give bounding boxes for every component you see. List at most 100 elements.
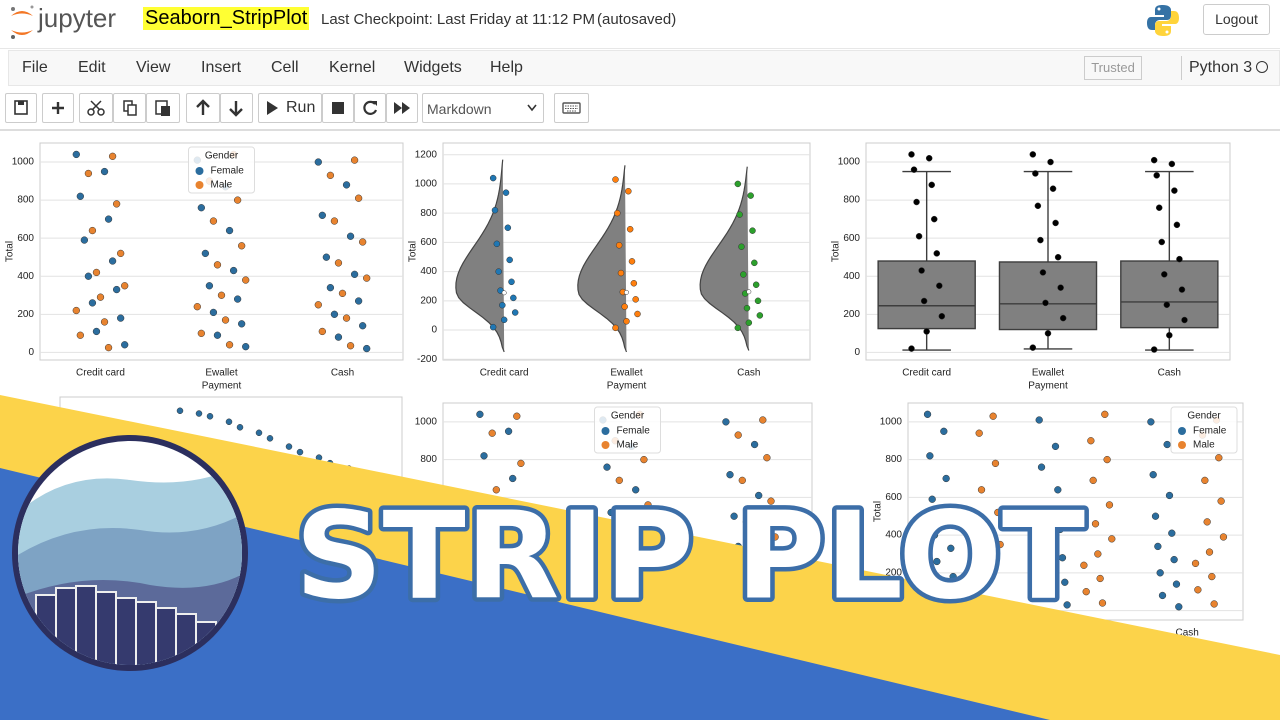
save-button[interactable]	[5, 93, 37, 123]
command-palette-button[interactable]	[554, 93, 589, 123]
run-button[interactable]: Run	[258, 93, 322, 123]
data-point	[913, 198, 920, 206]
data-point	[1091, 520, 1100, 528]
data-point	[121, 341, 129, 349]
legend-title: Gender	[205, 151, 239, 162]
legend-label: Female	[617, 426, 651, 437]
chart: 0 200 400 600 800 1000 Credit card Ewallet Cash P…	[5, 142, 404, 392]
data-point	[500, 316, 508, 324]
y-tick-label: 200	[843, 309, 860, 320]
notebook-name[interactable]: Seaborn_StripPlot	[143, 7, 310, 30]
data-point	[480, 452, 488, 460]
data-point	[1170, 555, 1178, 564]
legend-swatch	[601, 441, 610, 449]
up-icon	[196, 99, 210, 115]
y-tick-label: 600	[885, 492, 902, 503]
legend-label: Male	[617, 440, 639, 451]
stop-button[interactable]	[322, 93, 354, 123]
data-point	[614, 209, 621, 217]
data-point	[508, 278, 515, 286]
menu-item[interactable]: File	[22, 59, 48, 76]
data-point	[742, 518, 751, 526]
data-point	[233, 295, 242, 303]
insert-button[interactable]	[42, 93, 74, 123]
data-point	[193, 303, 201, 311]
move-down-button[interactable]	[220, 93, 253, 123]
data-point	[621, 303, 628, 310]
data-point	[517, 459, 525, 468]
data-point	[255, 429, 263, 437]
data-point	[314, 301, 322, 309]
data-point	[1217, 497, 1225, 505]
box	[877, 260, 976, 330]
data-point	[217, 291, 226, 299]
data-point	[1156, 569, 1164, 577]
chart: -200 0 200 400 600 800 1000 1200 Credit card Ewal…	[408, 142, 811, 392]
data-point	[513, 412, 521, 420]
data-point	[1040, 508, 1048, 517]
move-up-button[interactable]	[186, 93, 220, 123]
data-point	[363, 344, 371, 353]
data-point	[1181, 316, 1188, 324]
menu-item[interactable]: View	[136, 59, 171, 76]
cell-type-select[interactable]: Markdown	[422, 93, 544, 123]
menu-item[interactable]: Cell	[271, 59, 299, 76]
trusted-indicator[interactable]: Trusted	[1084, 56, 1142, 80]
x-tick-label: Credit card	[902, 368, 951, 379]
data-point	[1155, 204, 1163, 211]
y-tick-label: 1200	[415, 149, 438, 160]
data-point	[975, 429, 983, 437]
data-point	[108, 257, 117, 265]
median-marker	[746, 289, 752, 295]
menu-item[interactable]: Help	[490, 59, 523, 76]
data-point	[630, 280, 638, 287]
data-point	[1034, 202, 1042, 210]
data-point	[755, 491, 763, 500]
data-point	[750, 440, 759, 449]
data-point	[225, 226, 234, 235]
data-point	[205, 282, 214, 290]
y-tick-label: 800	[420, 454, 437, 465]
cut-button[interactable]	[79, 93, 113, 123]
data-point	[233, 196, 242, 204]
x-tick-label: Cash	[1158, 368, 1181, 379]
data-point	[751, 259, 758, 267]
copy-button[interactable]	[113, 93, 146, 123]
menu-item[interactable]: Insert	[201, 59, 242, 76]
data-point	[350, 270, 359, 278]
data-point	[763, 454, 771, 462]
logout-button[interactable]: Logout	[1203, 4, 1270, 35]
y-tick-label: 800	[17, 195, 34, 206]
data-point	[1151, 512, 1160, 520]
median-marker	[624, 289, 629, 295]
data-point	[314, 158, 322, 166]
plus-icon	[52, 102, 64, 114]
data-point	[238, 242, 246, 250]
autosave: (autosaved)	[597, 11, 677, 28]
data-point	[326, 284, 335, 292]
legend-swatch	[195, 181, 204, 189]
menu-item[interactable]: Edit	[78, 59, 106, 76]
restart-button[interactable]	[354, 93, 386, 123]
data-point	[1029, 151, 1037, 158]
legend-swatch	[601, 427, 610, 435]
data-point	[933, 557, 941, 566]
data-point	[771, 533, 779, 541]
data-point	[266, 435, 274, 442]
x-axis-label: Payment	[1028, 381, 1068, 392]
y-tick-label: 1000	[415, 179, 438, 190]
data-point	[201, 249, 210, 258]
data-point	[617, 269, 625, 277]
data-point	[1154, 542, 1162, 551]
data-point	[96, 293, 105, 301]
data-point	[84, 272, 93, 280]
run-all-button[interactable]	[386, 93, 418, 123]
data-point	[511, 309, 519, 316]
menu-item[interactable]: Widgets	[404, 59, 462, 76]
data-point	[1168, 529, 1176, 537]
paste-button[interactable]	[146, 93, 180, 123]
menu-item[interactable]: Kernel	[329, 59, 376, 76]
data-point	[510, 294, 517, 302]
legend-swatch	[1178, 427, 1186, 435]
y-axis-label: Total	[5, 241, 16, 262]
